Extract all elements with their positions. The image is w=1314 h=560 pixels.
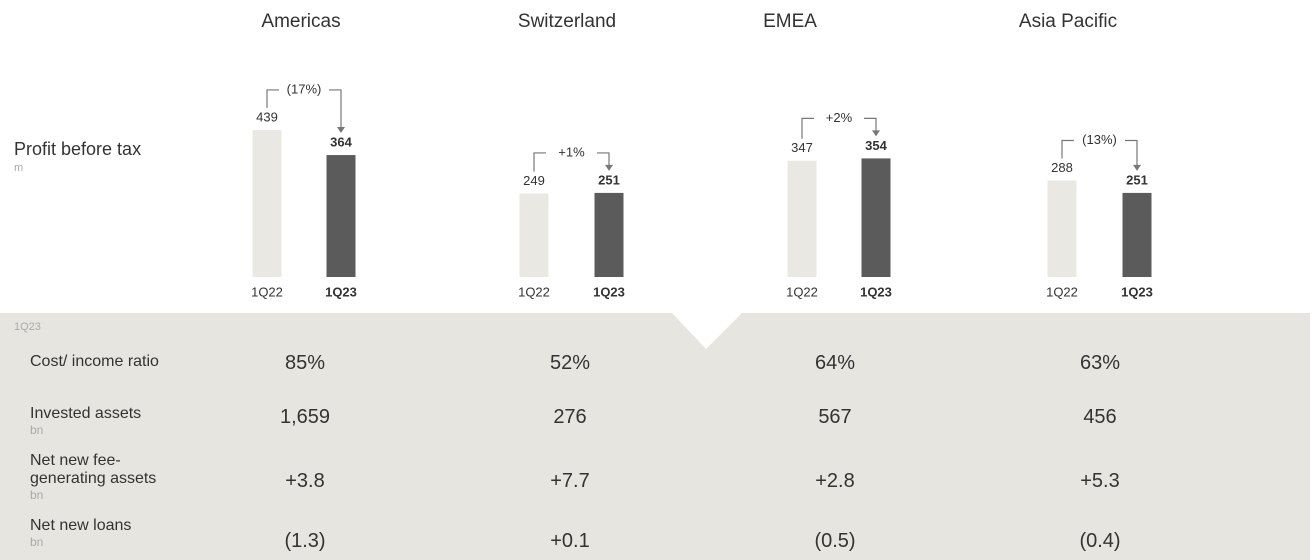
change-label: +2% [826,110,853,125]
bar [326,155,356,277]
row-label: Cost/ income ratio [30,353,180,371]
row-label-text: Net new loans [30,517,132,534]
table-cell: (1.3) [284,530,326,552]
bar [861,158,891,277]
value-label: 347 [791,140,813,155]
bar [787,160,817,277]
chart-title: Americas [261,11,340,32]
bar [1047,180,1077,277]
table-cell: +5.3 [1080,470,1120,492]
row-unit: bn [30,535,44,549]
table-cell: +7.7 [550,470,590,492]
bracket [266,89,342,130]
table-panel [0,313,1310,560]
table-cell: 1,659 [279,406,331,428]
table-cell: +2.8 [815,470,855,492]
arrow-head [337,127,345,134]
row-label: Invested assets bn [30,405,180,437]
chart-title: EMEA [763,11,817,32]
arrow-head [605,164,613,171]
table-cell: 64% [814,352,856,374]
value-label: 288 [1051,160,1073,175]
bracket [533,152,610,172]
table-cell: 276 [553,406,587,428]
row-label-text: Invested assets [30,405,142,422]
row-label-text: Cost/ income ratio [30,353,159,370]
table-cell: (0.5) [814,530,856,552]
category-label: 1Q23 [325,284,357,299]
bar [1122,192,1152,277]
metric-unit: m [14,162,23,174]
bracket [801,117,877,139]
change-label: (17%) [287,81,322,96]
arrow-head [872,130,880,137]
row-unit: bn [30,423,44,437]
value-label: 354 [865,138,887,153]
bar [594,192,624,277]
category-label: 1Q22 [786,284,818,299]
category-label: 1Q23 [860,284,892,299]
table-cell: 85% [284,352,326,374]
value-label: 251 [1126,172,1148,187]
change-label: +1% [558,144,585,159]
table-cell: 63% [1079,352,1121,374]
row-label: Net new loans bn [30,517,180,549]
chart-title: Switzerland [518,11,616,32]
bracket [1061,139,1138,167]
arrow-head [1133,164,1141,171]
metric-label: Profit before tax [14,139,141,159]
category-label: 1Q22 [518,284,550,299]
value-label: 364 [330,134,352,149]
table-cell: +3.8 [285,470,325,492]
row-label: Net new fee-generating assets bn [30,452,180,502]
chart-title: Asia Pacific [1019,11,1117,32]
value-label: 249 [523,173,545,188]
table-cell: +0.1 [550,530,590,552]
category-label: 1Q23 [1121,284,1153,299]
row-unit: bn [30,488,44,502]
value-label: 439 [256,109,278,124]
bar [519,193,549,277]
change-label: (13%) [1082,132,1117,147]
category-label: 1Q22 [251,284,283,299]
category-label: 1Q23 [593,284,625,299]
row-label-text: Net new fee-generating assets [30,452,157,487]
table-cell: (0.4) [1079,530,1121,552]
period-label: 1Q23 [14,321,41,333]
table-cell: 52% [549,352,591,374]
table-cell: 567 [818,406,852,428]
category-label: 1Q22 [1046,284,1078,299]
bar [252,129,282,277]
value-label: 251 [598,172,620,187]
table-cell: 456 [1083,406,1117,428]
